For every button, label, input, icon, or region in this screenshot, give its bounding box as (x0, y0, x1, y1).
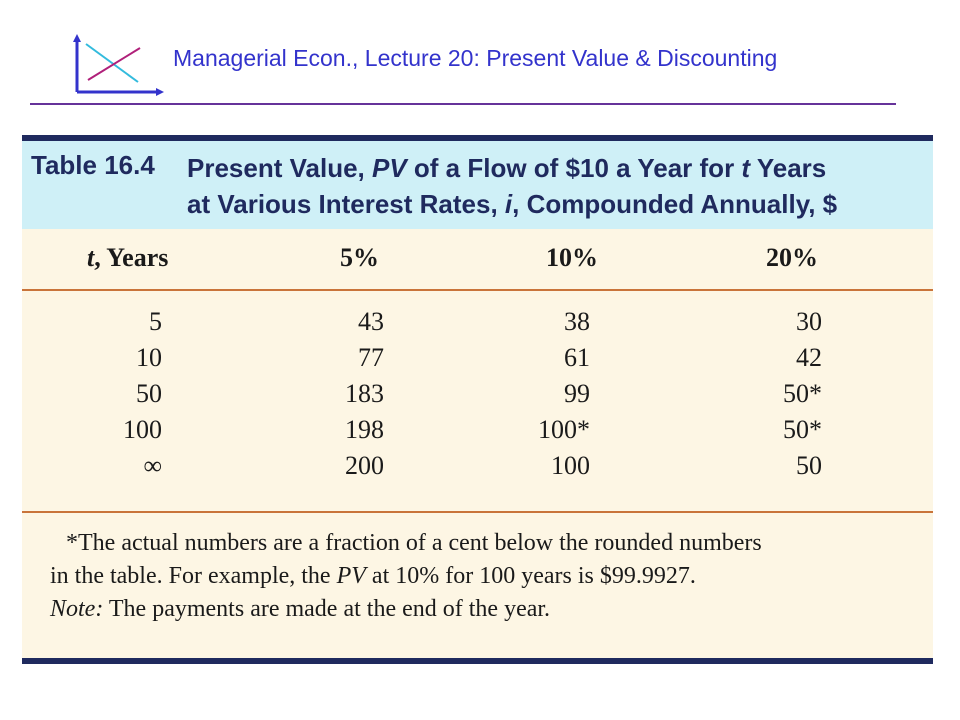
footnote-divider (22, 511, 933, 513)
title-divider (30, 103, 896, 105)
table-title-line-1: Present Value, PV of a Flow of $10 a Yea… (187, 153, 827, 183)
cell-years: 10 (136, 343, 162, 372)
table-title: Present Value, PV of a Flow of $10 a Yea… (187, 150, 837, 222)
cell-rate-10: 38 (564, 307, 590, 336)
cell-rate-20: 42 (796, 343, 822, 372)
cell-rate-10: 100 (551, 451, 590, 480)
table-footnote: *The actual numbers are a fraction of a … (50, 527, 920, 626)
cell-years: 5 (149, 307, 162, 336)
cell-rate-10: 99 (564, 379, 590, 408)
column-header-rate-5: 5% (340, 243, 379, 272)
table-note: Note: The payments are made at the end o… (50, 596, 551, 622)
cell-rate-5: 183 (345, 379, 384, 408)
table-top-border (22, 135, 933, 141)
footnote-line-1: *The actual numbers are a fraction of a … (66, 530, 762, 556)
cell-rate-5: 198 (345, 415, 384, 444)
cell-years: 50 (136, 379, 162, 408)
axes-cross-logo-icon (73, 34, 164, 96)
column-header-years: t, Years (87, 243, 169, 272)
cell-rate-5: 43 (358, 307, 384, 336)
cell-rate-10: 61 (564, 343, 590, 372)
cell-rate-20: 50* (783, 379, 822, 408)
cell-rate-20: 50* (783, 415, 822, 444)
header-divider (22, 289, 933, 291)
table-number: Table 16.4 (31, 150, 155, 180)
footnote-line-2: in the table. For example, the PV at 10%… (50, 563, 696, 589)
cell-rate-5: 77 (358, 343, 384, 372)
cell-rate-5: 200 (345, 451, 384, 480)
table-caption: Table 16.4 Present Value, PV of a Flow o… (22, 141, 933, 229)
column-header-rate-10: 10% (546, 243, 598, 272)
cell-rate-20: 30 (796, 307, 822, 336)
table-title-line-2: at Various Interest Rates, i, Compounded… (187, 189, 838, 219)
table-bottom-border (22, 658, 933, 664)
data-table: Table 16.4 Present Value, PV of a Flow o… (22, 135, 933, 664)
cell-rate-10: 100* (538, 415, 590, 444)
cell-rate-20: 50 (796, 451, 822, 480)
cell-years: 100 (123, 415, 162, 444)
cell-years: ∞ (143, 451, 162, 480)
column-header-rate-20: 20% (766, 243, 818, 272)
page-title: Managerial Econ., Lecture 20: Present Va… (173, 45, 778, 71)
